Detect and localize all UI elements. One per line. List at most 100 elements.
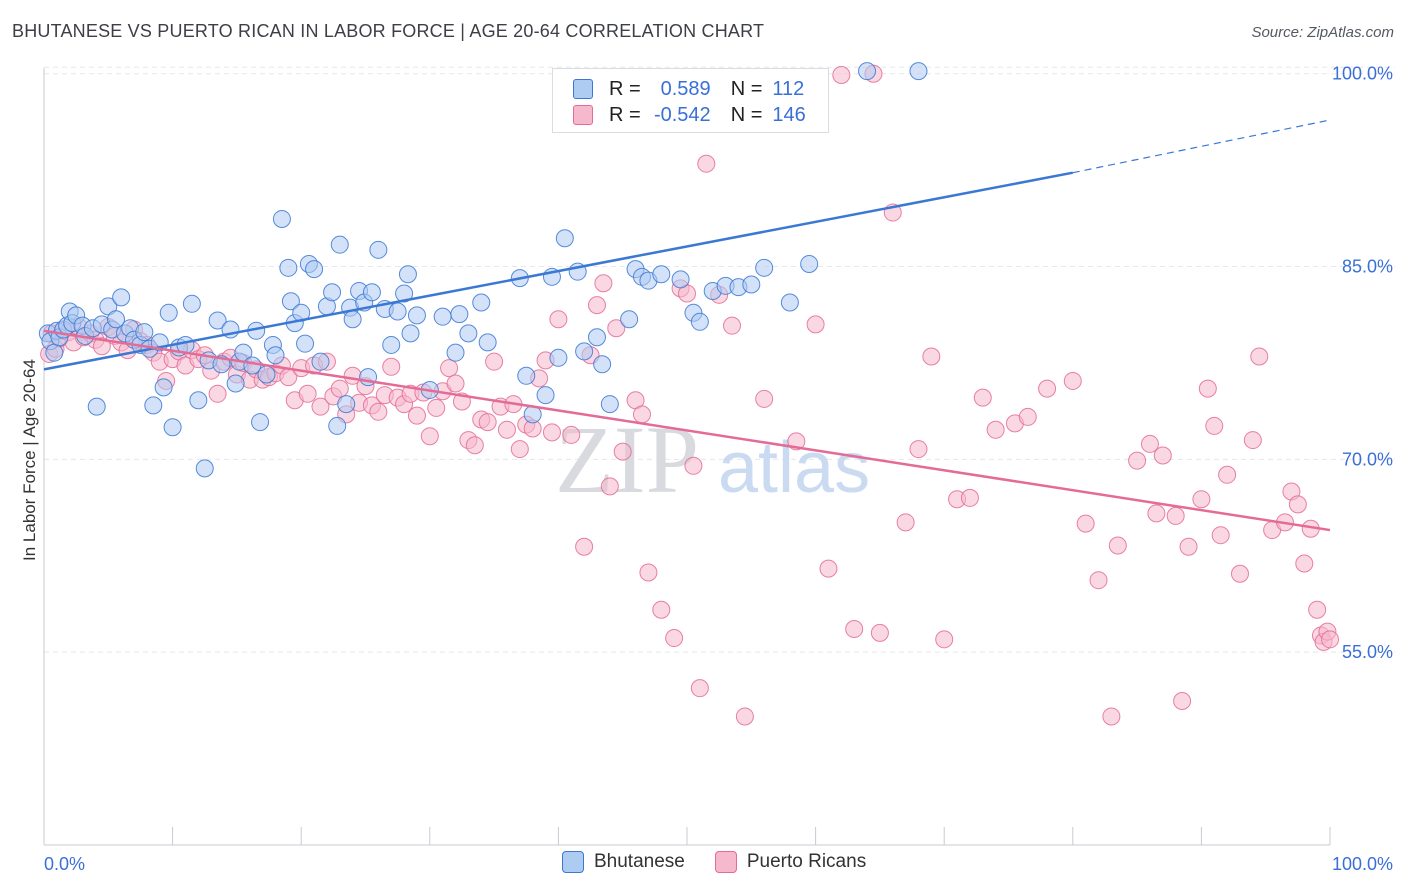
data-point bbox=[388, 302, 407, 321]
data-point bbox=[337, 395, 356, 414]
data-point bbox=[1153, 446, 1172, 465]
y-axis-title: In Labor Force | Age 20-64 bbox=[20, 359, 39, 561]
data-point bbox=[690, 312, 709, 331]
data-point bbox=[305, 260, 324, 279]
data-point bbox=[973, 388, 992, 407]
data-point bbox=[1243, 431, 1262, 450]
data-point bbox=[323, 283, 342, 302]
data-point bbox=[1230, 564, 1249, 583]
data-point bbox=[1192, 490, 1211, 509]
data-point bbox=[328, 416, 347, 435]
data-point bbox=[1108, 536, 1127, 555]
data-point bbox=[575, 537, 594, 556]
data-point bbox=[555, 229, 574, 248]
data-point bbox=[800, 254, 819, 273]
data-point bbox=[472, 293, 491, 312]
trend-line-puerto-ricans bbox=[43, 329, 1331, 532]
legend-item-bhutanese[interactable]: Bhutanese bbox=[562, 851, 685, 873]
data-point bbox=[311, 352, 330, 371]
y-tick-label: 85.0% bbox=[1342, 257, 1393, 277]
data-point bbox=[697, 154, 716, 173]
data-point bbox=[1295, 554, 1314, 573]
data-point bbox=[459, 324, 478, 343]
data-point bbox=[652, 600, 671, 619]
data-point bbox=[163, 418, 182, 437]
data-point bbox=[593, 355, 612, 374]
data-point bbox=[257, 365, 276, 384]
trend-line-bhutanese bbox=[43, 171, 1074, 371]
axis-labels: 55.0% 70.0% 85.0% 100.0% 0.0% 100.0% bbox=[44, 64, 1393, 874]
data-point bbox=[182, 294, 201, 313]
data-point bbox=[510, 440, 529, 459]
data-point bbox=[497, 420, 516, 439]
data-point bbox=[1140, 434, 1159, 453]
legend-item-puerto-ricans[interactable]: Puerto Ricans bbox=[714, 851, 867, 873]
legend-swatch-blue bbox=[573, 79, 593, 99]
legend-label-puerto-ricans: Puerto Ricans bbox=[746, 851, 867, 872]
data-point bbox=[1205, 416, 1224, 435]
data-point bbox=[613, 442, 632, 461]
data-point bbox=[780, 293, 799, 312]
data-point bbox=[407, 306, 426, 325]
data-point bbox=[1166, 506, 1185, 525]
data-point bbox=[819, 559, 838, 578]
data-point bbox=[266, 346, 285, 365]
data-point bbox=[1179, 537, 1198, 556]
data-point bbox=[330, 235, 349, 254]
data-point bbox=[279, 258, 298, 277]
legend-n-label: N = bbox=[730, 103, 763, 126]
trend-line-bhutanese-extension bbox=[1072, 119, 1331, 174]
data-point bbox=[226, 374, 245, 393]
data-point bbox=[742, 275, 761, 294]
data-point bbox=[112, 288, 131, 307]
data-point bbox=[433, 307, 452, 326]
data-point bbox=[1250, 347, 1269, 366]
data-point bbox=[1063, 371, 1082, 390]
data-point bbox=[1128, 451, 1147, 470]
legend-r-value: 0.589 bbox=[660, 77, 711, 100]
data-point bbox=[450, 305, 469, 324]
data-point bbox=[632, 405, 651, 424]
data-point bbox=[542, 423, 561, 442]
data-point bbox=[189, 391, 208, 410]
data-point bbox=[922, 347, 941, 366]
legend-r-label: R = bbox=[609, 77, 641, 100]
data-point bbox=[311, 397, 330, 416]
data-point bbox=[549, 348, 568, 367]
data-point bbox=[671, 270, 690, 289]
data-point bbox=[45, 343, 64, 362]
legend-swatch-pink bbox=[573, 105, 593, 125]
data-point bbox=[536, 386, 555, 405]
data-point bbox=[909, 62, 928, 81]
legend-row-bhutanese: R = 0.589 N = 112 bbox=[573, 77, 804, 101]
data-point bbox=[684, 456, 703, 475]
data-point bbox=[1089, 571, 1108, 590]
legend-n-value: 112 bbox=[772, 77, 805, 100]
data-point bbox=[652, 265, 671, 284]
series-legend: Bhutanese Puerto Ricans bbox=[562, 851, 896, 873]
data-point bbox=[296, 334, 315, 353]
data-point bbox=[1018, 407, 1037, 426]
x-tick-label-min: 0.0% bbox=[44, 854, 85, 874]
data-point bbox=[600, 395, 619, 414]
data-point bbox=[208, 384, 227, 403]
data-point bbox=[1308, 600, 1327, 619]
data-point bbox=[1218, 465, 1237, 484]
data-point bbox=[420, 427, 439, 446]
data-point bbox=[144, 396, 163, 415]
data-point bbox=[87, 397, 106, 416]
trend-lines bbox=[43, 119, 1331, 532]
legend-row-puerto-rican: R = -0.542 N = 146 bbox=[573, 103, 806, 127]
data-point bbox=[1198, 379, 1217, 398]
source-credit: Source: ZipAtlas.com bbox=[1251, 24, 1394, 41]
data-point bbox=[1147, 504, 1166, 523]
data-point bbox=[369, 240, 388, 259]
data-point bbox=[517, 366, 536, 385]
data-point bbox=[1173, 692, 1192, 711]
data-point bbox=[281, 292, 300, 311]
data-point bbox=[832, 65, 851, 84]
legend-label-bhutanese: Bhutanese bbox=[594, 851, 685, 872]
data-point bbox=[594, 274, 613, 293]
data-point bbox=[735, 707, 754, 726]
